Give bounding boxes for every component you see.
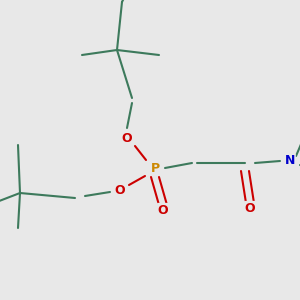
Text: O: O: [158, 203, 168, 217]
Text: P: P: [150, 161, 160, 175]
Text: O: O: [122, 131, 132, 145]
Text: O: O: [115, 184, 125, 196]
Text: N: N: [285, 154, 295, 167]
Text: O: O: [245, 202, 255, 214]
